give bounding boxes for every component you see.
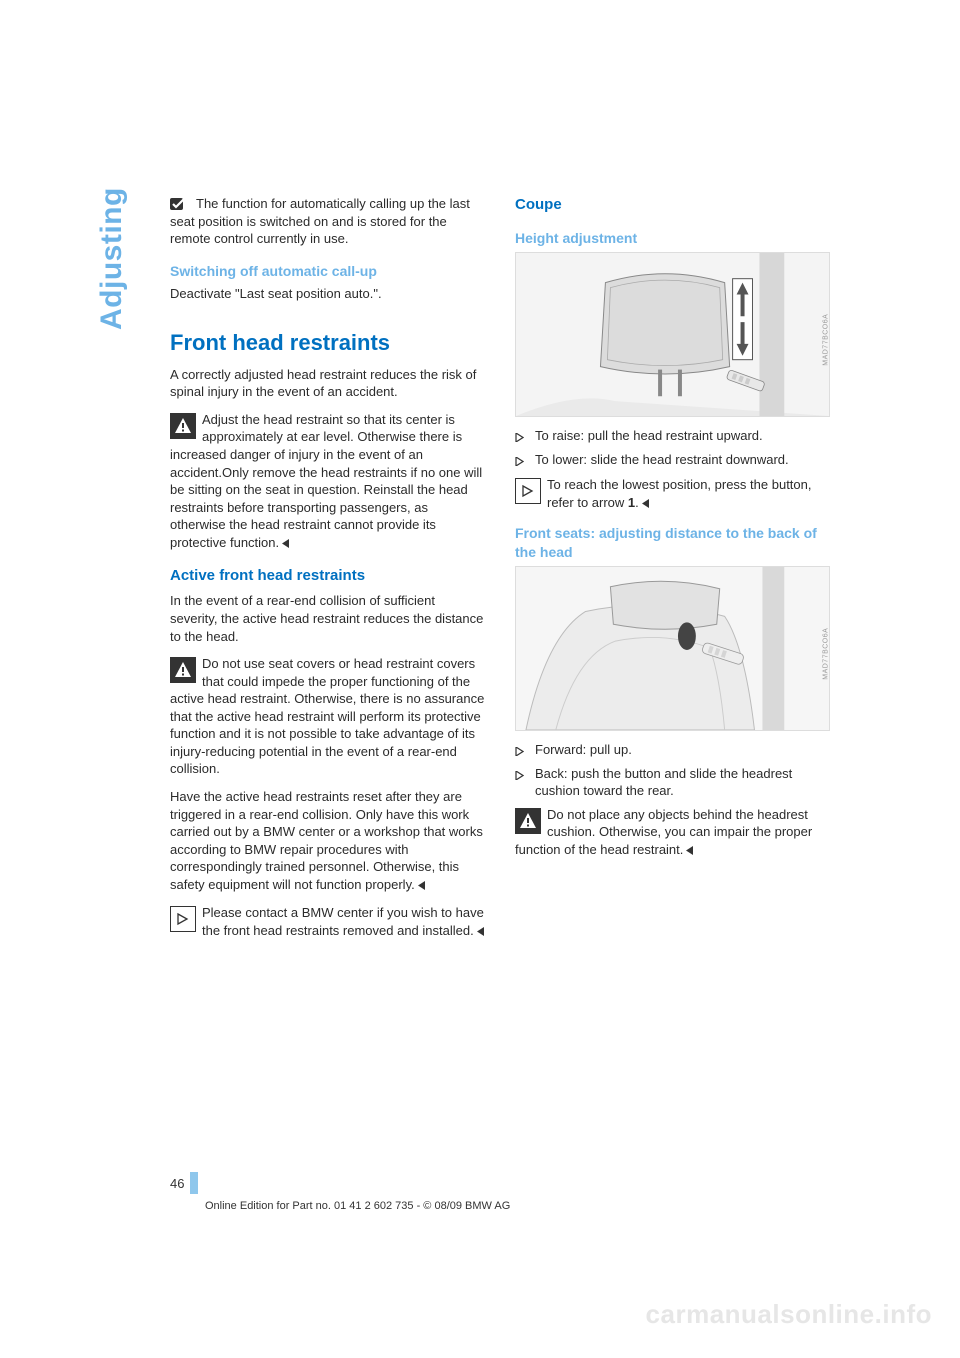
- warning-block: Do not place any objects behind the head…: [515, 806, 830, 860]
- text: .: [635, 495, 639, 510]
- page-body: The function for automatically calling u…: [170, 195, 830, 950]
- figure-headrest-distance: MAD77BCO6A: [515, 566, 830, 731]
- heading-coupe: Coupe: [515, 195, 830, 215]
- warning-icon: [170, 413, 196, 439]
- bullet-icon: [515, 451, 525, 471]
- end-mark-icon: [685, 842, 694, 860]
- list-item: Forward: pull up.: [515, 741, 830, 761]
- text: Do not use seat covers or head restraint…: [170, 656, 484, 776]
- list-item: To raise: pull the head restraint upward…: [515, 427, 830, 447]
- heading-switch-off: Switching off automatic call-up: [170, 262, 485, 281]
- left-column: The function for automatically calling u…: [170, 195, 485, 950]
- bullet-icon: [515, 765, 525, 800]
- figure-headrest-height: MAD77BCO6A: [515, 252, 830, 417]
- watermark: carmanualsonline.info: [646, 1299, 932, 1330]
- text: Forward: pull up.: [535, 741, 632, 761]
- footer-text: Online Edition for Part no. 01 41 2 602 …: [205, 1200, 510, 1212]
- paragraph: In the event of a rear-end collision of …: [170, 592, 485, 645]
- end-mark-icon: [476, 923, 485, 941]
- warning-icon: [515, 808, 541, 834]
- warning-block: Do not use seat covers or head restraint…: [170, 655, 485, 778]
- text: Please contact a BMW center if you wish …: [202, 905, 484, 938]
- page-number-block: 46: [170, 1172, 198, 1194]
- end-mark-icon: [417, 877, 426, 895]
- end-mark-icon: [641, 495, 650, 513]
- text: To lower: slide the head restraint downw…: [535, 451, 789, 471]
- page-number: 46: [170, 1176, 190, 1191]
- end-mark-icon: [281, 535, 290, 553]
- right-column: Coupe Height adjustment: [515, 195, 830, 950]
- text: Adjust the head restraint so that its ce…: [170, 412, 482, 550]
- list-item: To lower: slide the head restraint downw…: [515, 451, 830, 471]
- bullet-icon: [515, 741, 525, 761]
- heading-active-restraints: Active front head restraints: [170, 566, 485, 586]
- bullet-icon: [515, 427, 525, 447]
- note-icon: [515, 478, 541, 504]
- paragraph: The function for automatically calling u…: [170, 195, 485, 248]
- list-item: Back: push the button and slide the head…: [515, 765, 830, 800]
- note-icon: [170, 906, 196, 932]
- text: Back: push the button and slide the head…: [535, 765, 830, 800]
- heading-height-adjustment: Height adjustment: [515, 229, 830, 248]
- text: To reach the lowest position, press the …: [547, 477, 812, 510]
- text: Have the active head restraints reset af…: [170, 789, 483, 892]
- paragraph: Deactivate "Last seat position auto.".: [170, 285, 485, 303]
- warning-icon: [170, 657, 196, 683]
- text: Do not place any objects behind the head…: [515, 807, 812, 857]
- note-block: Please contact a BMW center if you wish …: [170, 904, 485, 940]
- page-number-bar: [190, 1172, 198, 1194]
- checkbox-icon: [170, 197, 192, 211]
- figure-code: MAD77BCO6A: [821, 313, 830, 365]
- section-tab: Adjusting: [95, 187, 129, 330]
- heading-distance-adjust: Front seats: adjusting distance to the b…: [515, 524, 830, 562]
- text: To raise: pull the head restraint upward…: [535, 427, 763, 447]
- note-block: To reach the lowest position, press the …: [515, 476, 830, 512]
- text: The function for automatically calling u…: [170, 196, 470, 246]
- paragraph: Have the active head restraints reset af…: [170, 788, 485, 894]
- paragraph: A correctly adjusted head restraint redu…: [170, 366, 485, 401]
- heading-front-head-restraints: Front head restraints: [170, 328, 485, 358]
- figure-code: MAD77BCO6A: [821, 627, 830, 679]
- warning-block: Adjust the head restraint so that its ce…: [170, 411, 485, 552]
